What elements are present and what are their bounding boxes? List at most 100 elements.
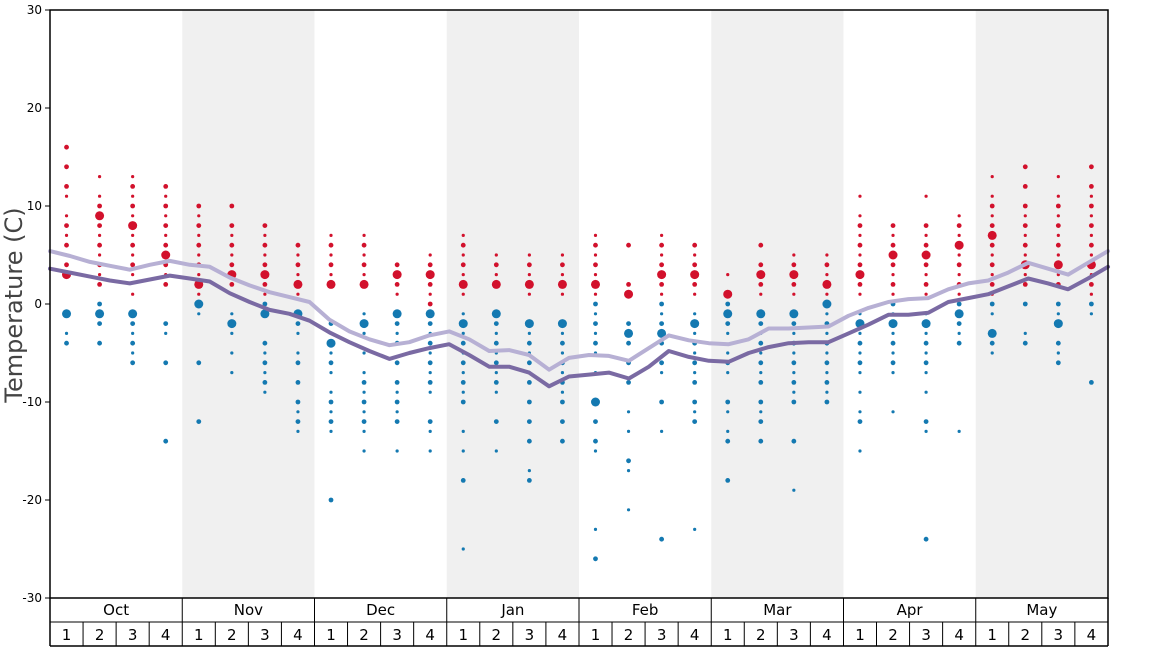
- high-point: [924, 273, 928, 277]
- month-band-nov: [182, 10, 315, 598]
- low-point: [990, 312, 994, 316]
- low-point: [394, 360, 400, 366]
- high-point: [1055, 203, 1061, 209]
- low-point: [461, 449, 465, 453]
- low-point: [1022, 301, 1028, 307]
- high-point: [425, 270, 435, 280]
- high-point: [230, 233, 234, 237]
- high-point: [164, 194, 168, 198]
- low-point: [693, 527, 697, 532]
- low-point: [493, 321, 499, 326]
- high-point: [690, 270, 700, 280]
- low-point: [626, 340, 631, 346]
- low-point: [924, 390, 928, 394]
- high-point: [427, 282, 433, 287]
- high-point: [891, 292, 895, 296]
- low-point: [725, 399, 731, 405]
- week-label: 2: [624, 626, 634, 644]
- high-point: [923, 282, 929, 287]
- low-point: [888, 319, 898, 329]
- low-point: [692, 399, 698, 405]
- low-point: [825, 331, 829, 335]
- low-point: [460, 399, 466, 405]
- low-point: [263, 390, 267, 394]
- high-point: [660, 233, 664, 237]
- high-point: [428, 292, 432, 296]
- high-point: [197, 233, 201, 237]
- low-point: [461, 429, 465, 433]
- low-point: [428, 371, 432, 375]
- week-label: 3: [392, 626, 402, 644]
- low-point: [560, 331, 565, 335]
- high-point: [262, 262, 268, 268]
- high-point: [657, 270, 667, 280]
- low-point: [95, 309, 105, 319]
- high-point: [527, 292, 531, 296]
- low-point: [163, 438, 169, 444]
- high-point: [1022, 242, 1028, 248]
- low-point: [460, 360, 466, 366]
- month-label-dec: Dec: [366, 601, 395, 619]
- high-point: [924, 292, 928, 296]
- low-point: [560, 419, 565, 424]
- low-point: [494, 390, 498, 394]
- high-point: [593, 242, 598, 248]
- high-point: [461, 233, 465, 237]
- low-point: [1022, 340, 1028, 346]
- high-point: [624, 289, 634, 299]
- y-tick-label: 0: [34, 297, 42, 311]
- high-point: [1022, 282, 1028, 287]
- high-point: [97, 282, 102, 287]
- high-point: [197, 214, 201, 218]
- high-point: [857, 223, 863, 229]
- high-point: [427, 262, 433, 268]
- low-point: [758, 399, 764, 405]
- low-point: [461, 390, 465, 394]
- high-point: [1023, 273, 1027, 277]
- y-tick-label: 10: [27, 199, 42, 213]
- high-point: [461, 273, 465, 277]
- low-point: [527, 469, 531, 473]
- week-label: 3: [789, 626, 799, 644]
- low-point: [328, 497, 334, 503]
- high-point: [395, 292, 399, 296]
- low-point: [262, 340, 268, 346]
- low-point: [428, 351, 432, 355]
- low-point: [526, 380, 532, 385]
- high-point: [97, 242, 102, 248]
- high-point: [130, 184, 136, 189]
- high-point: [956, 223, 962, 229]
- low-point: [693, 371, 697, 375]
- low-point: [560, 351, 565, 355]
- month-label-may: May: [1026, 601, 1057, 619]
- high-point: [527, 273, 531, 277]
- high-point: [659, 242, 665, 248]
- high-point: [164, 214, 168, 218]
- week-label: 3: [1054, 626, 1064, 644]
- high-point: [328, 262, 334, 268]
- high-point: [524, 279, 534, 289]
- low-point: [924, 371, 928, 375]
- high-point: [1089, 292, 1093, 296]
- low-point: [690, 319, 700, 329]
- low-point: [791, 321, 797, 326]
- low-point: [362, 331, 366, 335]
- week-label: 2: [95, 626, 105, 644]
- low-point: [461, 371, 465, 375]
- low-point: [692, 360, 698, 366]
- high-point: [128, 221, 138, 231]
- high-point: [64, 144, 69, 150]
- high-point: [361, 262, 367, 268]
- low-point: [657, 328, 667, 338]
- high-point: [593, 233, 598, 237]
- low-point: [296, 351, 300, 355]
- low-point: [791, 399, 797, 405]
- high-point: [957, 292, 961, 296]
- low-point: [428, 429, 432, 433]
- high-point: [460, 262, 466, 268]
- low-point: [295, 360, 301, 366]
- low-point: [660, 371, 664, 375]
- low-point: [891, 410, 895, 414]
- high-point: [822, 279, 832, 289]
